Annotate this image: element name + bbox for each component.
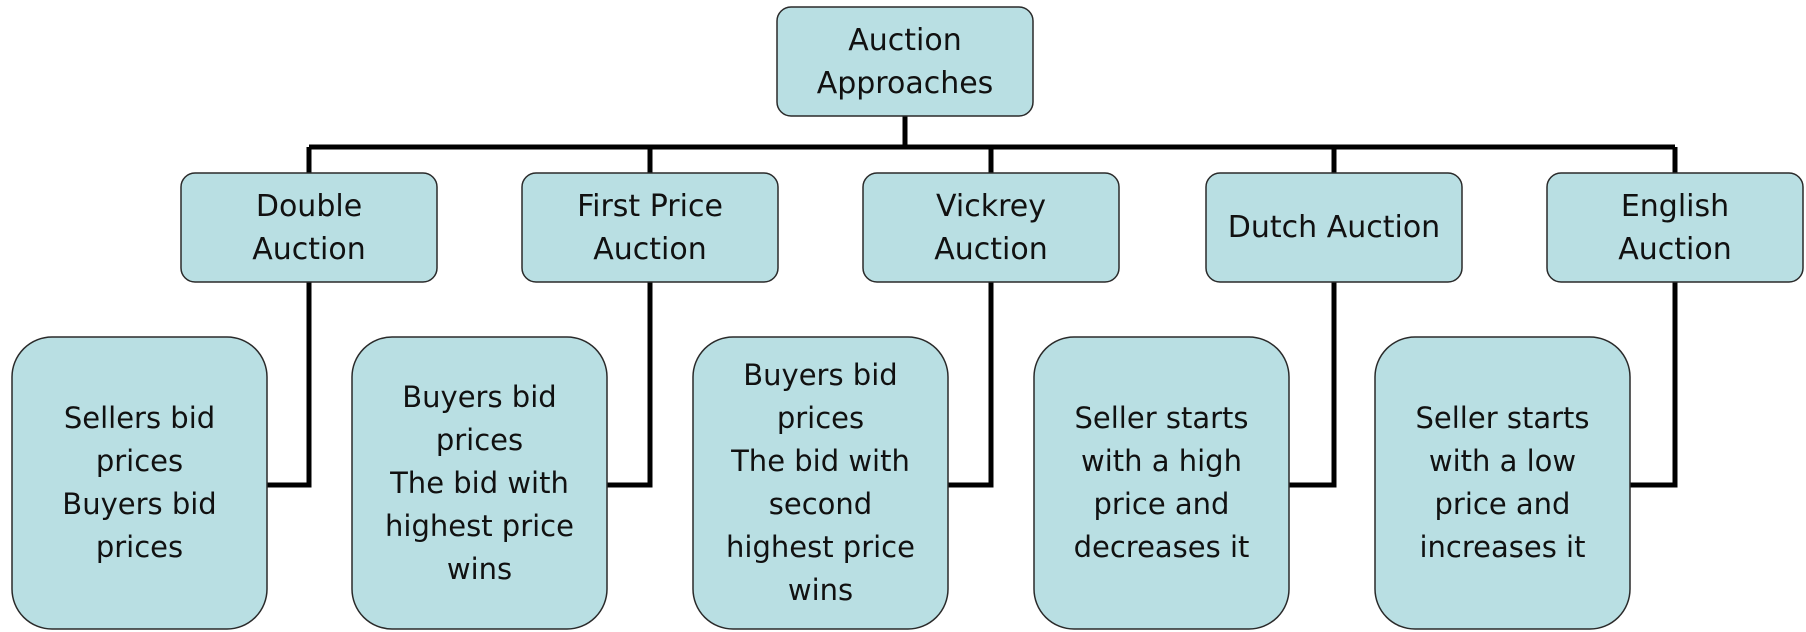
description-box: [1374, 336, 1631, 630]
category-box: [1205, 172, 1463, 283]
description-text: Seller starts with a high price and decr…: [1073, 401, 1250, 564]
root-label: Auction Approaches: [816, 22, 994, 101]
category-box: [521, 172, 779, 283]
description-box: [11, 336, 268, 630]
description-text: Seller starts with a low price and incre…: [1415, 401, 1590, 564]
description-text: Buyers bid prices The bid with highest p…: [385, 379, 574, 586]
category-box: [1546, 172, 1804, 283]
description-box: [692, 336, 949, 630]
connector-line: [267, 282, 312, 488]
category-label: Double Auction: [252, 188, 366, 267]
category-label: English Auction: [1618, 188, 1732, 267]
connector-line: [948, 282, 994, 488]
connector-line: [1630, 282, 1678, 488]
category-label: Dutch Auction: [1227, 210, 1441, 245]
description-text: Buyers bid prices The bid with second hi…: [726, 358, 915, 607]
root-box: [776, 6, 1034, 117]
connector-line: [1289, 282, 1337, 488]
description-box: [351, 336, 608, 630]
category-label: Vickrey Auction: [934, 188, 1048, 267]
connector-line: [607, 282, 653, 488]
category-label: First Price Auction: [577, 188, 723, 267]
category-box: [862, 172, 1120, 283]
description-box: [1033, 336, 1290, 630]
description-text: Sellers bid prices Buyers bid prices: [62, 401, 217, 564]
category-box: [180, 172, 438, 283]
